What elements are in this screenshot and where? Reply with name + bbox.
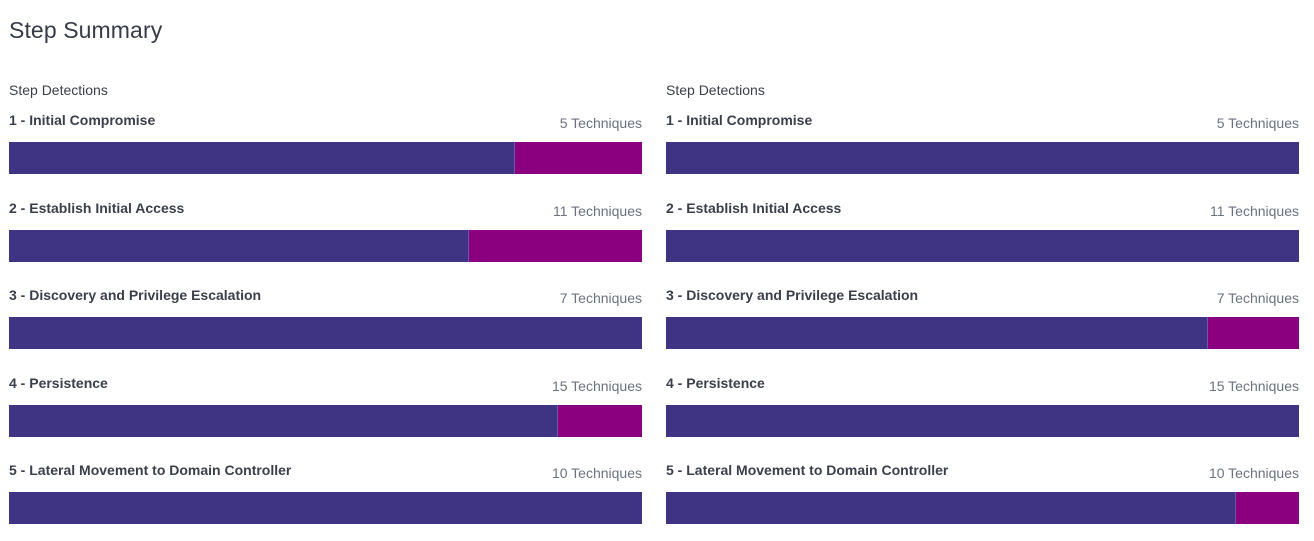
detection-bar-primary-segment[interactable] (666, 492, 1236, 524)
step-row: 3 - Discovery and Privilege Escalation 7 … (666, 275, 1299, 363)
technique-count: 7 Techniques (1216, 290, 1299, 306)
step-label: 5 - Lateral Movement to Domain Controlle… (666, 462, 949, 478)
step-list: 1 - Initial Compromise 5 Techniques 2 - Es… (666, 100, 1299, 538)
panel-heading: Step Detections (666, 82, 765, 98)
step-label: 4 - Persistence (9, 374, 108, 391)
step-row: 5 - Lateral Movement to Domain Controlle… (666, 450, 1299, 538)
panel-heading: Step Detections (9, 82, 108, 98)
step-label: 2 - Establish Initial Access (666, 199, 842, 216)
technique-count: 7 Techniques (559, 290, 642, 306)
detection-bar[interactable] (666, 229, 1299, 262)
detection-bar[interactable] (666, 317, 1299, 349)
detection-bar[interactable] (9, 229, 642, 262)
detection-bar-secondary-segment[interactable] (558, 405, 642, 437)
step-row: 1 - Initial Compromise 5 Techniques (666, 100, 1299, 188)
step-row: 5 - Lateral Movement to Domain Controlle… (9, 450, 642, 538)
step-row: 3 - Discovery and Privilege Escalation 7 … (9, 275, 642, 363)
step-label: 1 - Initial Compromise (9, 112, 156, 128)
detection-bar-primary-segment[interactable] (666, 229, 1299, 262)
step-row: 4 - Persistence 15 Techniques (666, 363, 1299, 451)
technique-count: 11 Techniques (1210, 202, 1299, 219)
step-row: 2 - Establish Initial Access 11 Technique… (666, 188, 1299, 276)
detection-bar-primary-segment[interactable] (9, 492, 642, 524)
technique-count: 10 Techniques (551, 465, 642, 481)
page-title: Step Summary (9, 17, 163, 43)
detection-bar[interactable] (9, 317, 642, 349)
step-label: 3 - Discovery and Privilege Escalation (9, 287, 262, 303)
step-label: 5 - Lateral Movement to Domain Controlle… (9, 462, 292, 478)
technique-count: 5 Techniques (1216, 115, 1299, 131)
detection-bar[interactable] (666, 404, 1299, 437)
technique-count: 15 Techniques (1208, 377, 1299, 394)
detection-bar-primary-segment[interactable] (666, 404, 1299, 437)
detection-bar[interactable] (666, 492, 1299, 524)
step-detections-panel-left: Step Detections 1 - Initial Compromise 5 … (9, 80, 642, 538)
detection-bar-primary-segment[interactable] (9, 142, 516, 174)
detection-bar-primary-segment[interactable] (9, 317, 642, 349)
technique-count: 5 Techniques (559, 115, 642, 131)
detection-bar-secondary-segment[interactable] (1236, 492, 1299, 524)
technique-count: 10 Techniques (1208, 465, 1299, 481)
technique-count: 11 Techniques (553, 202, 642, 219)
detection-bar-primary-segment[interactable] (666, 317, 1209, 349)
detection-bar-secondary-segment[interactable] (469, 230, 642, 262)
detection-bar-primary-segment[interactable] (9, 229, 470, 262)
step-label: 1 - Initial Compromise (666, 112, 813, 128)
step-label: 2 - Establish Initial Access (9, 199, 185, 216)
detection-bar-primary-segment[interactable] (666, 142, 1299, 174)
detection-bar[interactable] (9, 142, 642, 174)
step-row: 2 - Establish Initial Access 11 Technique… (9, 188, 642, 276)
step-row: 4 - Persistence 15 Techniques (9, 363, 642, 451)
detection-bar[interactable] (9, 404, 642, 437)
technique-count: 15 Techniques (551, 377, 642, 394)
detection-bar-secondary-segment[interactable] (1208, 317, 1299, 349)
detection-bar-primary-segment[interactable] (9, 404, 558, 437)
detection-bar[interactable] (9, 492, 642, 524)
step-list: 1 - Initial Compromise 5 Techniques 2 - Es… (9, 100, 642, 538)
detection-bar[interactable] (666, 142, 1299, 174)
step-label: 4 - Persistence (666, 374, 765, 391)
step-label: 3 - Discovery and Privilege Escalation (666, 287, 919, 303)
detection-bar-secondary-segment[interactable] (515, 142, 642, 174)
step-row: 1 - Initial Compromise 5 Techniques (9, 100, 642, 188)
step-detections-panel-right: Step Detections 1 - Initial Compromise 5 … (666, 80, 1299, 538)
